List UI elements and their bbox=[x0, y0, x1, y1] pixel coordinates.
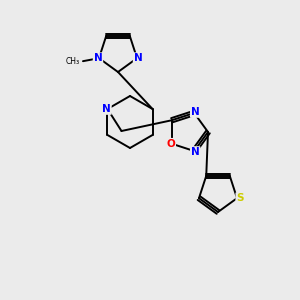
Text: N: N bbox=[191, 107, 200, 117]
Text: N: N bbox=[94, 53, 102, 63]
Text: N: N bbox=[191, 147, 200, 157]
Text: S: S bbox=[236, 193, 244, 203]
Text: N: N bbox=[102, 104, 111, 114]
Text: CH₃: CH₃ bbox=[66, 57, 80, 66]
Text: N: N bbox=[134, 53, 142, 63]
Text: O: O bbox=[167, 139, 175, 149]
